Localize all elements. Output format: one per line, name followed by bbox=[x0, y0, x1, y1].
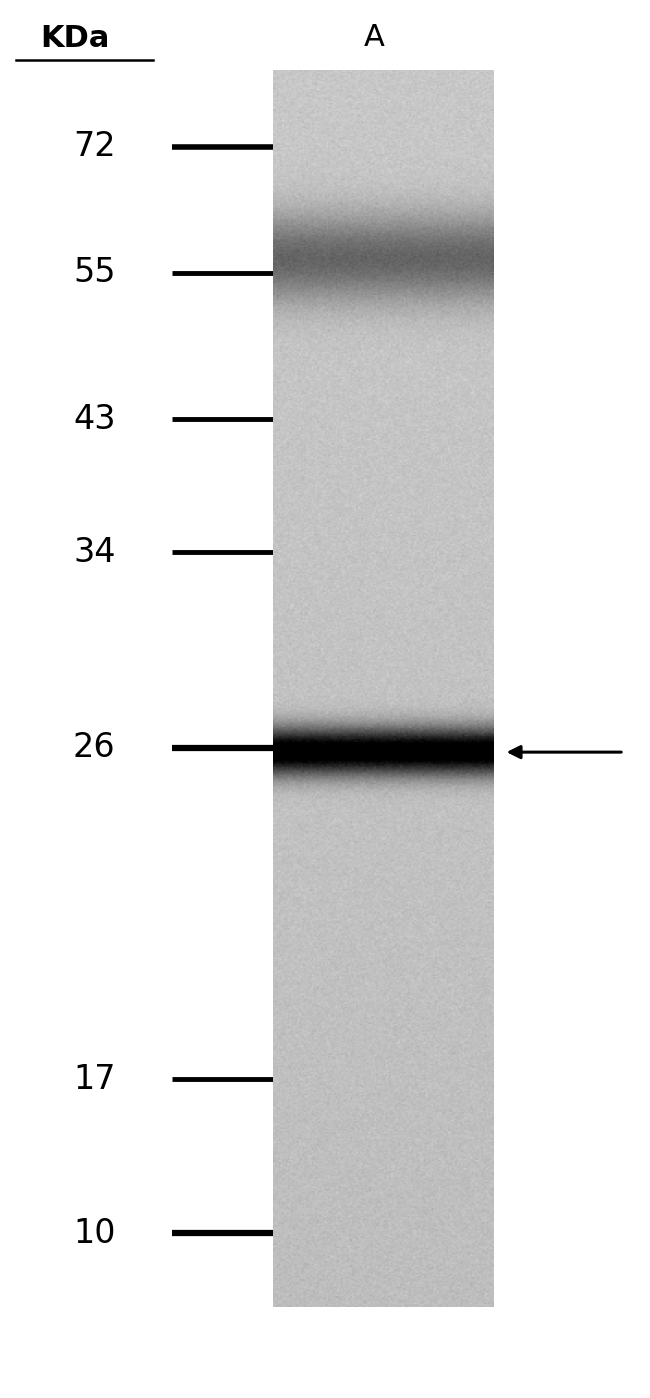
Text: 34: 34 bbox=[73, 535, 116, 569]
Text: 26: 26 bbox=[73, 731, 116, 765]
Text: 72: 72 bbox=[73, 130, 116, 164]
Text: 43: 43 bbox=[73, 403, 116, 436]
Text: KDa: KDa bbox=[40, 24, 109, 53]
Text: 17: 17 bbox=[73, 1062, 116, 1096]
Text: 55: 55 bbox=[73, 256, 116, 289]
Text: A: A bbox=[363, 22, 384, 52]
Text: 10: 10 bbox=[73, 1216, 116, 1250]
